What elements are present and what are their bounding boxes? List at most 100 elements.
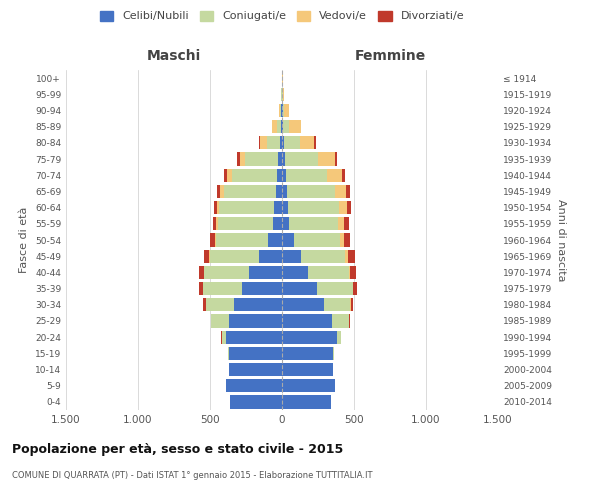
Bar [282,104,283,117]
Bar [221,330,226,344]
Bar [280,136,282,149]
Bar [282,201,289,214]
Bar [217,185,220,198]
Bar [272,120,277,134]
Bar [346,185,350,198]
Bar [340,234,344,246]
Bar [282,282,317,295]
Legend: Celibi/Nubili, Coniugati/e, Vedovi/e, Divorziati/e: Celibi/Nubili, Coniugati/e, Vedovi/e, Di… [100,10,464,22]
Bar [346,250,347,263]
Bar [282,120,283,134]
Bar [217,201,220,214]
Bar [338,217,344,230]
Y-axis label: Anni di nascita: Anni di nascita [556,198,566,281]
Bar [349,314,350,328]
Bar [300,136,314,149]
Bar [344,217,349,230]
Bar [211,314,229,328]
Bar [227,168,232,182]
Bar [283,120,289,134]
Bar [289,217,338,230]
Bar [337,330,341,344]
Bar [259,250,282,263]
Bar [314,136,316,149]
Bar [280,104,281,117]
Bar [282,314,332,328]
Y-axis label: Fasce di età: Fasce di età [19,207,29,273]
Bar [277,168,282,182]
Bar [285,152,318,166]
Bar [317,282,353,295]
Bar [224,185,275,198]
Bar [210,250,259,263]
Bar [332,314,349,328]
Bar [218,217,272,230]
Bar [286,168,328,182]
Bar [226,379,282,392]
Bar [353,282,358,295]
Bar [274,201,282,214]
Bar [301,250,346,263]
Bar [267,136,280,149]
Bar [199,282,203,295]
Bar [210,234,215,246]
Bar [349,266,350,279]
Bar [229,346,282,360]
Bar [281,104,282,117]
Bar [347,250,355,263]
Bar [282,379,335,392]
Bar [220,201,274,214]
Bar [217,217,218,230]
Bar [209,250,210,263]
Bar [335,152,337,166]
Bar [287,185,335,198]
Bar [282,346,333,360]
Bar [206,298,235,312]
Bar [214,201,217,214]
Bar [203,250,209,263]
Bar [268,234,282,246]
Bar [215,234,216,246]
Bar [282,185,287,198]
Bar [230,396,282,408]
Text: COMUNE DI QUARRATA (PT) - Dati ISTAT 1° gennaio 2015 - Elaborazione TUTTITALIA.I: COMUNE DI QUARRATA (PT) - Dati ISTAT 1° … [12,471,373,480]
Bar [216,234,268,246]
Bar [281,120,282,134]
Bar [229,314,282,328]
Bar [199,266,204,279]
Bar [328,168,342,182]
Bar [282,217,289,230]
Bar [293,234,340,246]
Bar [342,168,344,182]
Bar [282,250,301,263]
Text: Maschi: Maschi [147,49,201,63]
Bar [282,168,286,182]
Bar [245,152,278,166]
Bar [203,298,206,312]
Bar [350,298,353,312]
Bar [283,88,284,101]
Bar [282,396,331,408]
Bar [238,152,239,166]
Bar [259,136,260,149]
Bar [242,282,282,295]
Bar [278,104,280,117]
Bar [308,266,349,279]
Bar [224,168,227,182]
Bar [229,363,282,376]
Bar [260,136,267,149]
Bar [282,363,333,376]
Bar [339,201,347,214]
Bar [239,152,245,166]
Bar [228,346,229,360]
Text: Femmine: Femmine [355,49,425,63]
Bar [282,234,293,246]
Bar [347,201,351,214]
Bar [289,201,339,214]
Bar [282,330,337,344]
Bar [213,217,217,230]
Bar [318,152,335,166]
Bar [282,152,285,166]
Bar [282,136,284,149]
Bar [283,104,284,117]
